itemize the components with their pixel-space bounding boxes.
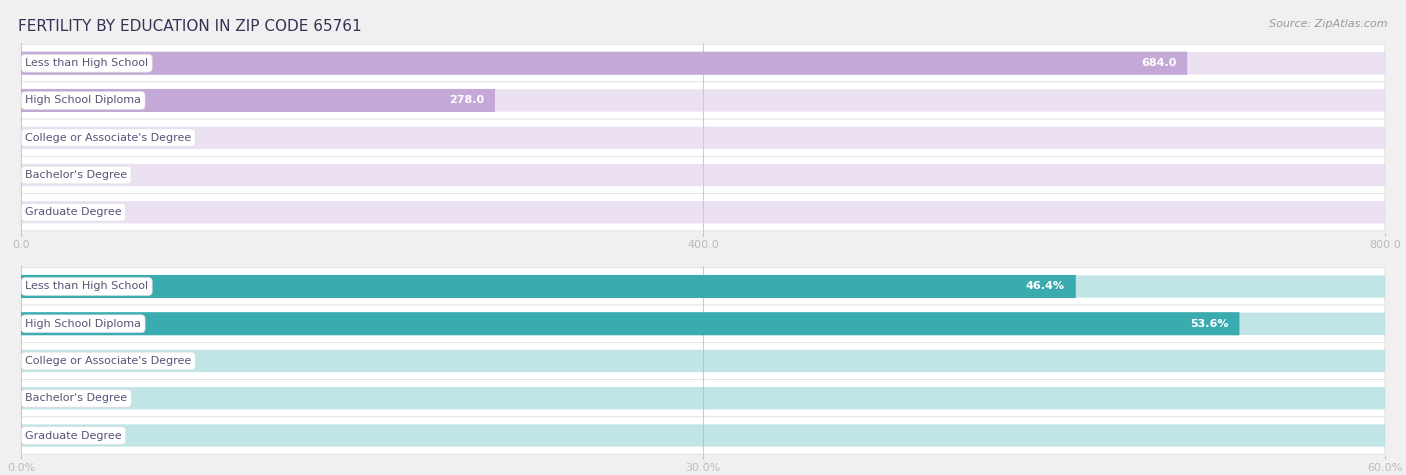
FancyBboxPatch shape xyxy=(21,82,1385,119)
FancyBboxPatch shape xyxy=(21,126,1385,149)
FancyBboxPatch shape xyxy=(21,276,1385,298)
Text: Bachelor's Degree: Bachelor's Degree xyxy=(25,393,128,403)
FancyBboxPatch shape xyxy=(21,350,1385,372)
Text: 53.6%: 53.6% xyxy=(1189,319,1229,329)
FancyBboxPatch shape xyxy=(21,194,1385,231)
FancyBboxPatch shape xyxy=(21,305,1385,342)
FancyBboxPatch shape xyxy=(21,268,1385,305)
FancyBboxPatch shape xyxy=(21,52,1385,75)
Text: Graduate Degree: Graduate Degree xyxy=(25,430,122,440)
Text: 0.0%: 0.0% xyxy=(38,393,66,403)
FancyBboxPatch shape xyxy=(21,52,1187,75)
Text: College or Associate's Degree: College or Associate's Degree xyxy=(25,133,191,143)
Text: Bachelor's Degree: Bachelor's Degree xyxy=(25,170,128,180)
FancyBboxPatch shape xyxy=(21,275,1076,298)
Text: FERTILITY BY EDUCATION IN ZIP CODE 65761: FERTILITY BY EDUCATION IN ZIP CODE 65761 xyxy=(18,19,361,34)
FancyBboxPatch shape xyxy=(21,313,1385,335)
Text: Source: ZipAtlas.com: Source: ZipAtlas.com xyxy=(1270,19,1388,29)
Text: High School Diploma: High School Diploma xyxy=(25,319,141,329)
FancyBboxPatch shape xyxy=(21,424,1385,446)
Text: College or Associate's Degree: College or Associate's Degree xyxy=(25,356,191,366)
Text: Graduate Degree: Graduate Degree xyxy=(25,207,122,217)
FancyBboxPatch shape xyxy=(21,387,1385,409)
FancyBboxPatch shape xyxy=(21,201,1385,223)
Text: 684.0: 684.0 xyxy=(1140,58,1177,68)
FancyBboxPatch shape xyxy=(21,89,495,112)
FancyBboxPatch shape xyxy=(21,312,1240,335)
FancyBboxPatch shape xyxy=(21,342,1385,380)
FancyBboxPatch shape xyxy=(21,45,1385,82)
Text: 0.0: 0.0 xyxy=(38,207,55,217)
FancyBboxPatch shape xyxy=(21,417,1385,454)
Text: Less than High School: Less than High School xyxy=(25,58,148,68)
FancyBboxPatch shape xyxy=(21,89,1385,112)
Text: 0.0: 0.0 xyxy=(38,170,55,180)
Text: 0.0: 0.0 xyxy=(38,133,55,143)
Text: Less than High School: Less than High School xyxy=(25,282,148,292)
Text: 0.0%: 0.0% xyxy=(38,356,66,366)
FancyBboxPatch shape xyxy=(21,380,1385,417)
Text: High School Diploma: High School Diploma xyxy=(25,95,141,105)
FancyBboxPatch shape xyxy=(21,119,1385,156)
Text: 278.0: 278.0 xyxy=(449,95,484,105)
Text: 46.4%: 46.4% xyxy=(1026,282,1064,292)
Text: 0.0%: 0.0% xyxy=(38,430,66,440)
FancyBboxPatch shape xyxy=(21,156,1385,194)
FancyBboxPatch shape xyxy=(21,164,1385,186)
